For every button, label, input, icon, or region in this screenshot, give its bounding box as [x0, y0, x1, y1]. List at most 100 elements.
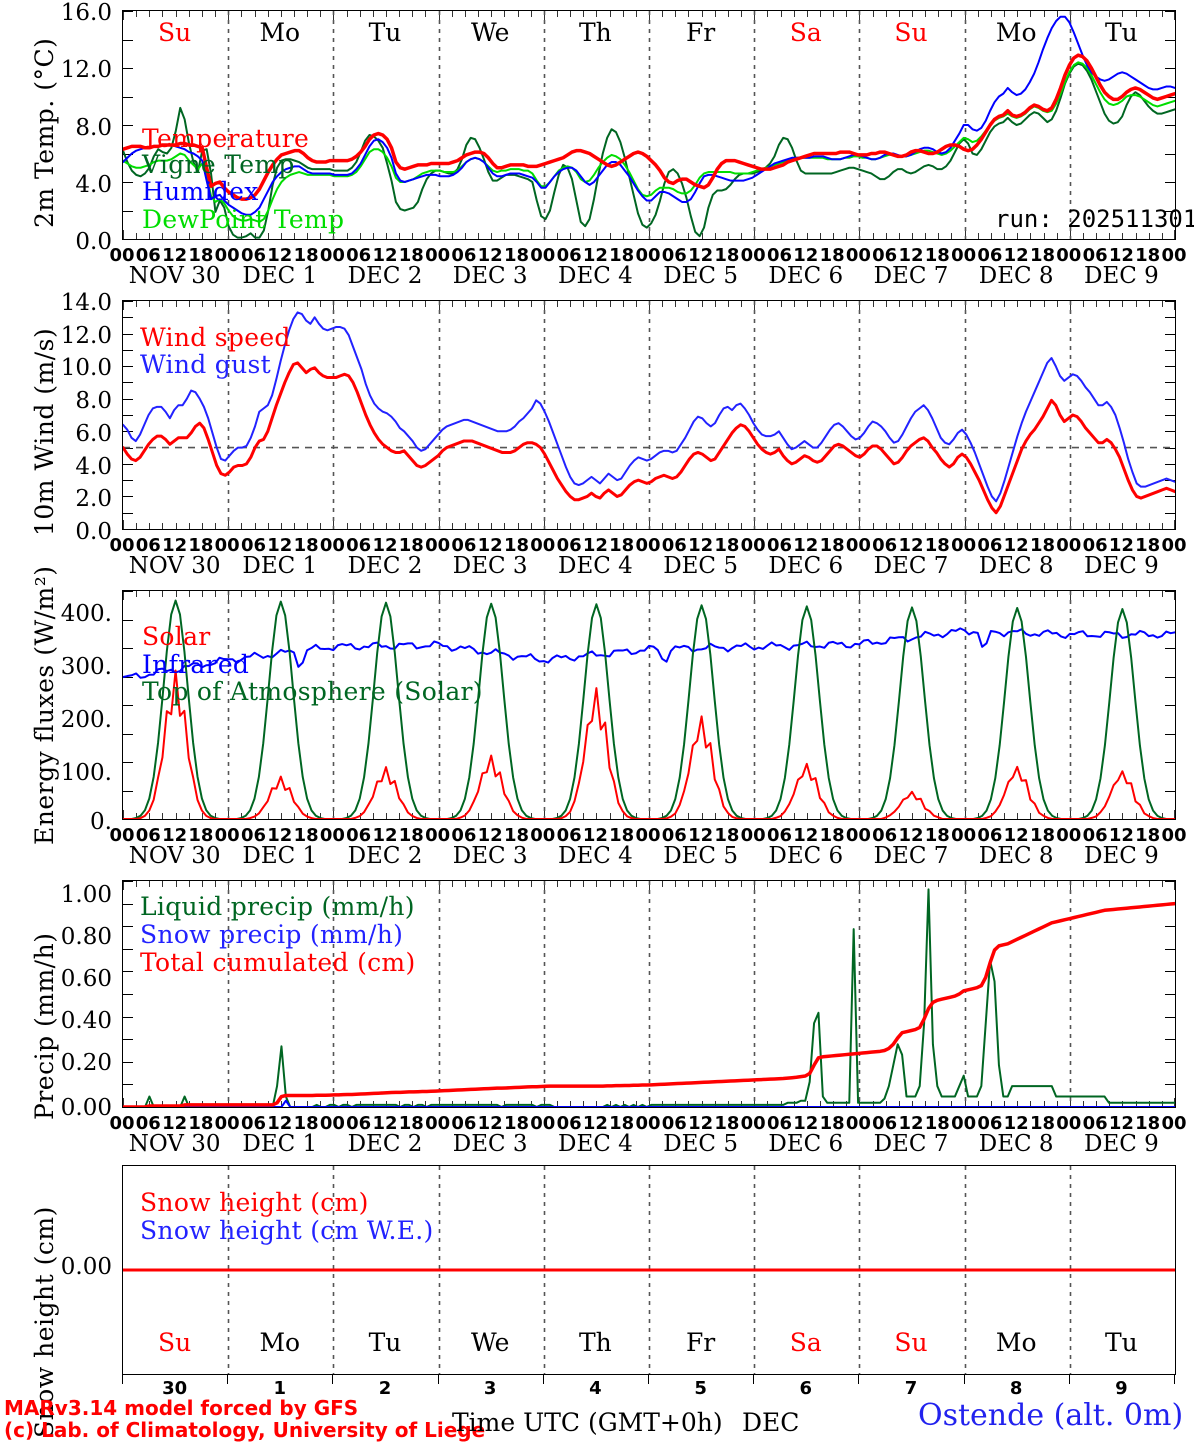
hour-tick-label: 18 — [1029, 245, 1056, 266]
day-label: DEC 2 — [347, 843, 423, 869]
hour-tick-label: 06 — [556, 1113, 582, 1134]
day-label: DEC 1 — [242, 843, 318, 869]
hour-tick-label: 00 — [740, 825, 766, 846]
day-label: DEC 4 — [558, 1131, 633, 1157]
wind-ytick-8: 8.0 — [75, 388, 112, 414]
day-label: DEC 9 — [1084, 263, 1159, 289]
hour-tick-label: 12 — [688, 825, 714, 846]
hour-tick-label: 18 — [819, 535, 845, 556]
day-label: DEC 5 — [663, 553, 738, 579]
day-number-label: 5 — [694, 1378, 707, 1399]
snow-plot-area — [122, 1165, 1176, 1375]
day-label: DEC 1 — [242, 263, 318, 289]
hour-tick-label: 06 — [451, 535, 477, 556]
day-number-label: 7 — [904, 1378, 918, 1399]
hour-tick-label: 18 — [293, 535, 319, 556]
precip-ytick-100: 1.00 — [60, 882, 112, 908]
hour-tick-label: 00 — [845, 825, 871, 846]
hour-tick-label: 06 — [135, 245, 161, 266]
hour-tick-label: 12 — [267, 535, 293, 556]
day-label: NOV 30 — [128, 1131, 221, 1157]
day-of-week-label: Fr — [685, 1328, 716, 1357]
hour-tick-label: 18 — [293, 825, 319, 846]
hour-tick-label: 00 — [319, 245, 345, 266]
hour-tick-label: 06 — [451, 245, 477, 266]
day-label: DEC 6 — [768, 843, 844, 869]
hour-tick-label: 06 — [977, 245, 1003, 266]
hour-tick-label: 18 — [1135, 825, 1161, 846]
temperature-ytick-4: 4.0 — [75, 172, 112, 198]
day-label: DEC 4 — [558, 553, 633, 579]
legend-temperature: Temperature — [142, 124, 310, 153]
hour-tick-label: 06 — [872, 535, 898, 556]
hour-tick-label: 12 — [477, 535, 503, 556]
hour-tick-label: 12 — [582, 825, 608, 846]
legend-snow-height: Snow height (cm) — [140, 1188, 369, 1217]
hour-tick-label: 00 — [425, 535, 451, 556]
hour-tick-label: 06 — [1082, 1113, 1108, 1134]
x-axis-month: DEC — [742, 1408, 800, 1437]
hour-tick-label: 18 — [398, 535, 424, 556]
day-label: DEC 7 — [873, 553, 949, 579]
hour-tick-label: 00 — [109, 1113, 135, 1134]
legend-wind-gust: Wind gust — [140, 350, 271, 379]
panel-energy-fluxes: Energy fluxes (W/m²) 400. 300. 200. 100.… — [0, 565, 1194, 870]
station-label: Ostende (alt. 0m) — [918, 1398, 1184, 1433]
day-number-label: 6 — [799, 1378, 813, 1399]
hour-tick-label: 18 — [609, 825, 635, 846]
wind-ytick-6: 6.0 — [75, 421, 112, 447]
hour-tick-label: 18 — [1135, 245, 1161, 266]
hour-tick-label: 12 — [267, 825, 293, 846]
day-label: DEC 2 — [347, 553, 423, 579]
hour-tick-label: 00 — [319, 535, 345, 556]
legend-solar: Solar — [142, 622, 211, 651]
hour-tick-label: 18 — [1135, 1113, 1161, 1134]
legend-total-cumulated: Total cumulated (cm) — [140, 948, 416, 977]
day-of-week-label: Su — [894, 18, 928, 47]
hour-tick-label: 00 — [1161, 535, 1187, 556]
precip-ytick-060: 0.60 — [60, 966, 112, 992]
day-number-label: 30 — [162, 1378, 188, 1399]
day-label: DEC 8 — [978, 263, 1054, 289]
hour-tick-label: 00 — [214, 825, 240, 846]
hour-tick-label: 06 — [1082, 245, 1108, 266]
day-of-week-label: Mo — [995, 18, 1037, 47]
hour-tick-label: 12 — [1108, 825, 1134, 846]
hour-tick-label: 00 — [1056, 1113, 1082, 1134]
day-label: NOV 30 — [128, 553, 221, 579]
hour-tick-label: 12 — [372, 1113, 398, 1134]
hour-tick-label: 06 — [766, 535, 793, 556]
day-label: DEC 3 — [452, 1131, 528, 1157]
hour-tick-label: 00 — [845, 535, 871, 556]
energy-ytick-200: 200. — [60, 707, 112, 733]
legend-snow-precip: Snow precip (mm/h) — [140, 920, 404, 949]
day-of-week-label: Tu — [1105, 1328, 1138, 1357]
hour-tick-label: 00 — [845, 1113, 871, 1134]
hour-tick-label: 12 — [477, 1113, 503, 1134]
hour-tick-label: 06 — [240, 825, 267, 846]
day-label: DEC 5 — [663, 1131, 738, 1157]
hour-tick-label: 00 — [530, 825, 556, 846]
hour-tick-label: 12 — [1108, 535, 1134, 556]
hour-tick-label: 18 — [188, 825, 214, 846]
hour-tick-label: 12 — [162, 825, 188, 846]
hour-tick-label: 18 — [924, 825, 950, 846]
hour-tick-label: 18 — [714, 825, 740, 846]
hour-tick-label: 00 — [109, 245, 135, 266]
precip-series-canvas — [123, 888, 1175, 1107]
day-label: DEC 5 — [663, 263, 738, 289]
hour-tick-label: 06 — [451, 1113, 477, 1134]
day-label: DEC 6 — [768, 1131, 844, 1157]
hour-tick-label: 06 — [872, 825, 898, 846]
hour-tick-label: 00 — [425, 245, 451, 266]
hour-tick-label: 12 — [267, 245, 293, 266]
day-number-label: 3 — [483, 1378, 497, 1399]
hour-tick-label: 18 — [188, 245, 214, 266]
legend-liquid-precip: Liquid precip (mm/h) — [140, 892, 415, 921]
hour-tick-label: 18 — [924, 1113, 950, 1134]
hour-tick-label: 18 — [1029, 535, 1056, 556]
hour-tick-label: 06 — [240, 1113, 267, 1134]
snow-ytick-0: 0.00 — [60, 1254, 112, 1280]
day-label: DEC 3 — [452, 263, 528, 289]
hour-tick-label: 00 — [1161, 245, 1187, 266]
